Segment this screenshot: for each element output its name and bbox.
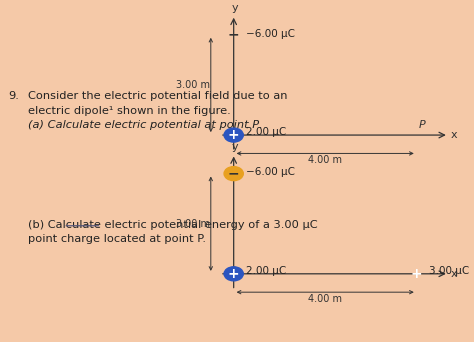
Text: 2.00 μC: 2.00 μC (246, 127, 286, 137)
Text: 2.00 μC: 2.00 μC (246, 266, 286, 276)
Circle shape (407, 267, 426, 281)
Text: Consider the electric potential field due to an: Consider the electric potential field du… (28, 91, 287, 101)
Text: y: y (232, 142, 238, 152)
Text: +: + (411, 267, 422, 281)
Circle shape (224, 128, 243, 142)
Text: −: − (228, 167, 239, 181)
Text: 9.: 9. (9, 91, 19, 101)
Text: P: P (419, 120, 426, 130)
Circle shape (224, 267, 243, 281)
Text: (b) Calculate electric potential energy of a 3.00 μC: (b) Calculate electric potential energy … (28, 220, 318, 230)
Text: y: y (232, 3, 238, 13)
Text: electric dipole¹ shown in the figure.: electric dipole¹ shown in the figure. (28, 106, 230, 116)
Text: −: − (228, 28, 239, 42)
Text: 4.00 m: 4.00 m (308, 155, 342, 165)
Text: 3.00 μC: 3.00 μC (429, 266, 469, 276)
Text: −6.00 μC: −6.00 μC (246, 167, 295, 177)
Text: (a) Calculate electric potential at point Ρ.: (a) Calculate electric potential at poin… (28, 120, 263, 130)
Text: +: + (228, 128, 239, 142)
Text: −6.00 μC: −6.00 μC (246, 28, 295, 39)
Circle shape (224, 167, 243, 181)
Text: x: x (451, 269, 457, 279)
Text: 3.00 m: 3.00 m (176, 80, 210, 90)
Text: 3.00 m: 3.00 m (176, 219, 210, 229)
Text: x: x (451, 130, 457, 140)
Text: 4.00 m: 4.00 m (308, 294, 342, 304)
Circle shape (224, 28, 243, 42)
Text: point charge located at point P.: point charge located at point P. (28, 234, 206, 244)
Text: +: + (228, 267, 239, 281)
